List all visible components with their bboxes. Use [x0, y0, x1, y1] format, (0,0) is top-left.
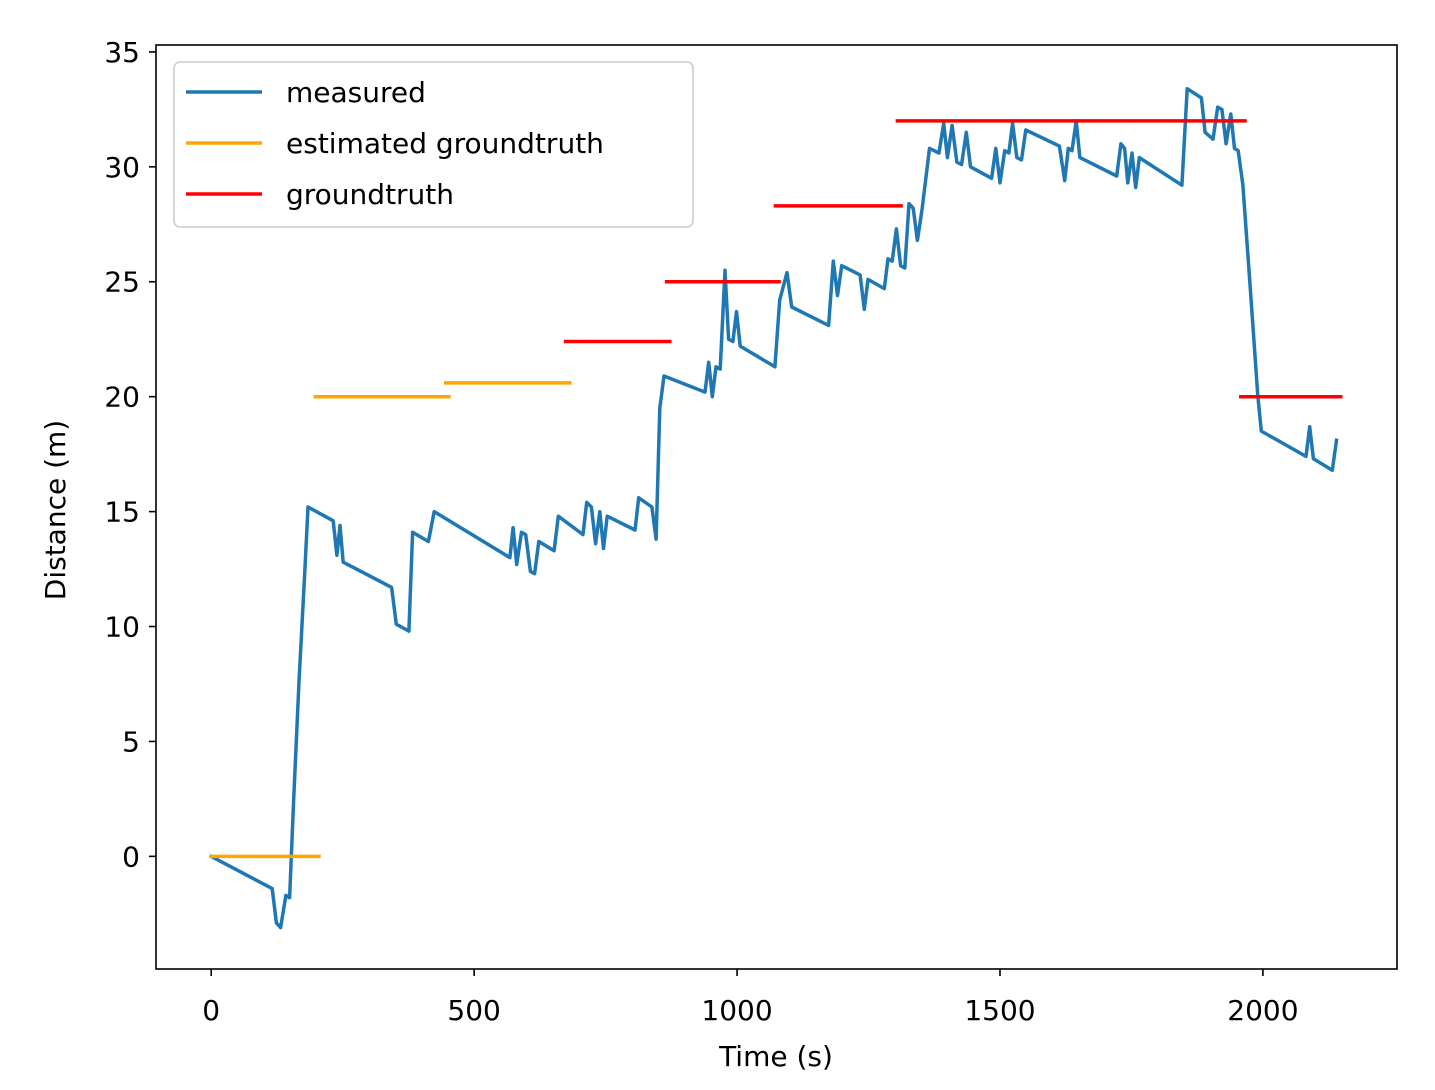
x-tick-label: 2000 — [1227, 994, 1298, 1027]
legend-label-2: estimated groundtruth — [286, 127, 604, 160]
plot-area — [208, 86, 1343, 930]
y-tick-label: 20 — [104, 381, 140, 414]
legend-label-3: groundtruth — [286, 178, 454, 211]
legend-label-1: measured — [286, 76, 426, 109]
axes-border — [155, 44, 1398, 970]
y-tick-label: 35 — [104, 36, 140, 69]
y-axis-label: Distance (m) — [39, 420, 72, 600]
y-tick-label: 0 — [122, 840, 140, 873]
y-tick-label: 30 — [104, 151, 140, 184]
x-tick-label: 1000 — [701, 994, 772, 1027]
x-axis-label: Time (s) — [718, 1040, 833, 1073]
series-measured-line — [208, 86, 1339, 930]
y-tick-label: 25 — [104, 266, 140, 299]
x-tick-label: 500 — [447, 994, 500, 1027]
x-tick-label: 0 — [202, 994, 220, 1027]
x-axis: 0 500 1000 1500 2000 — [202, 969, 1299, 1027]
y-axis: 0 5 10 15 20 25 30 35 — [104, 36, 156, 873]
legend-box — [173, 61, 694, 228]
y-tick-label: 5 — [122, 725, 140, 758]
axes-frame — [155, 44, 1398, 970]
y-tick-label: 10 — [104, 611, 140, 644]
x-tick-label: 1500 — [964, 994, 1035, 1027]
legend: measured estimated groundtruth groundtruth — [173, 61, 694, 228]
y-tick-label: 15 — [104, 496, 140, 529]
